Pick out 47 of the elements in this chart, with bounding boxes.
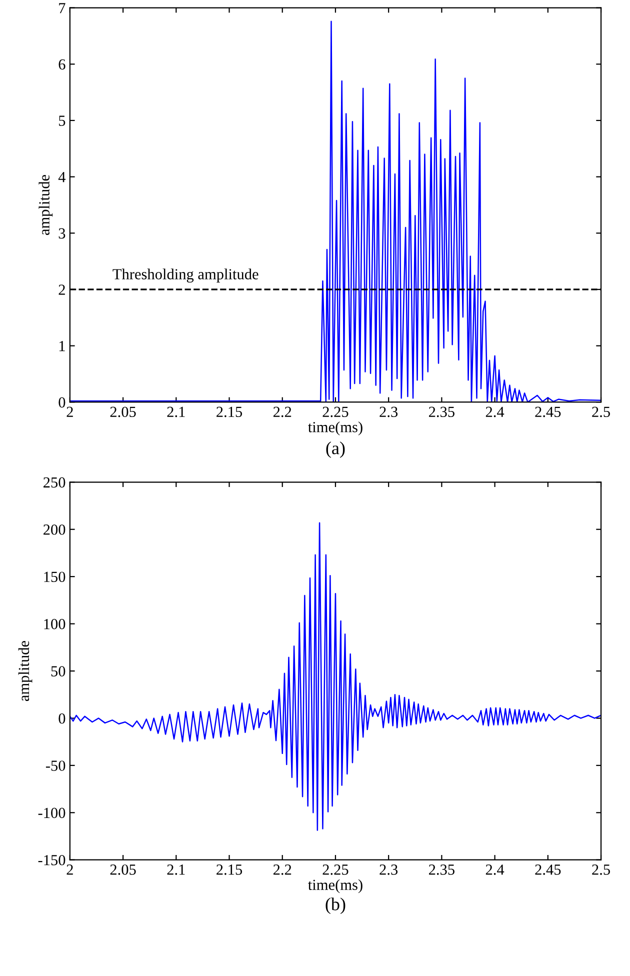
- x-tick-label: 2.45: [535, 406, 561, 418]
- x-tick-label: 2.15: [216, 406, 242, 418]
- x-axis-title: time(ms): [308, 422, 362, 436]
- y-tick-label: -100: [38, 808, 66, 818]
- x-tick-label: 2.05: [110, 864, 136, 875]
- y-tick-label: 200: [44, 524, 66, 535]
- x-tick-label: 2.5: [592, 406, 610, 418]
- y-tick-label: 5: [59, 116, 66, 126]
- x-tick-label: 2.35: [428, 406, 454, 418]
- y-tick-label: 250: [44, 477, 66, 488]
- y-tick-label: 100: [44, 618, 66, 630]
- x-tick-label: 2: [66, 864, 73, 875]
- x-tick-label: 2.1: [167, 864, 185, 875]
- ref-line-label: Thresholding amplitude: [112, 268, 258, 283]
- x-tick-label: 2.25: [322, 406, 348, 418]
- y-tick-label: 1: [59, 341, 65, 352]
- x-tick-label: 2.25: [322, 864, 348, 875]
- x-tick-label: 2.4: [486, 864, 504, 875]
- x-tick-label: 2.35: [428, 864, 454, 875]
- x-tick-label: 2.4: [486, 406, 504, 418]
- x-tick-label: 2.3: [380, 406, 398, 418]
- line-series: [70, 522, 602, 831]
- y-tick-label: 3: [58, 228, 66, 239]
- x-tick-label: 2.05: [110, 406, 136, 418]
- y-tick-label: 0: [58, 397, 66, 408]
- y-tick-label: 2: [58, 284, 65, 295]
- y-tick-label: 4: [58, 172, 66, 182]
- x-tick-label: 2.2: [273, 406, 292, 418]
- y-tick-label: -50: [46, 760, 66, 771]
- x-axis-title: time(ms): [308, 879, 362, 894]
- x-tick-label: 2: [66, 406, 73, 417]
- y-tick-label: -150: [38, 854, 66, 866]
- x-tick-label: 2.2: [273, 864, 292, 875]
- x-tick-label: 2.3: [380, 864, 398, 875]
- y-axis-title: amplitude: [18, 640, 32, 702]
- x-tick-label: 2.5: [592, 864, 610, 875]
- y-tick-label: 0: [58, 713, 66, 724]
- x-tick-label: 2.15: [216, 864, 242, 875]
- y-tick-label: 7: [59, 3, 66, 14]
- y-tick-label: 150: [44, 572, 66, 582]
- y-axis-title: amplitude: [38, 174, 53, 235]
- y-tick-label: 6: [58, 59, 66, 70]
- text: (a): [326, 442, 345, 458]
- y-tick-label: 50: [51, 666, 66, 676]
- x-tick-label: 2.45: [535, 864, 561, 875]
- text: (b): [326, 898, 346, 914]
- x-tick-label: 2.1: [167, 406, 185, 418]
